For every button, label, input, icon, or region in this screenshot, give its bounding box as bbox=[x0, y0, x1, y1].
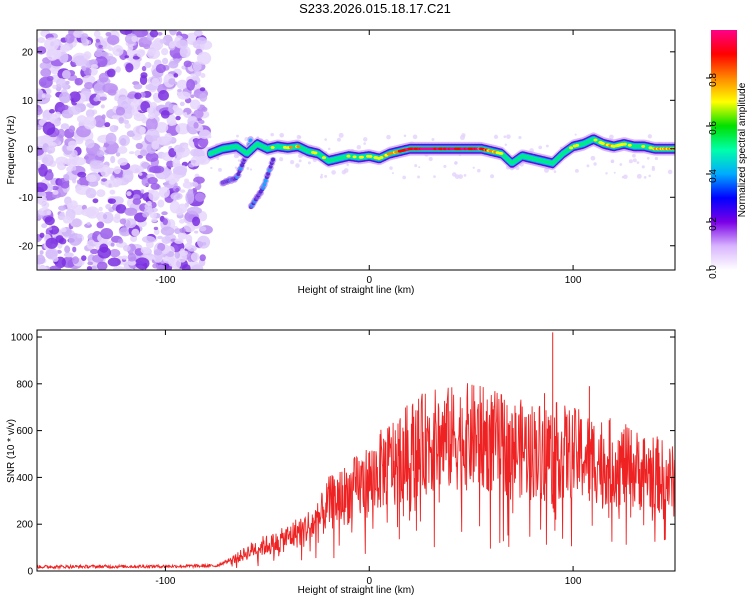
spectrogram-y-tick-label: 20 bbox=[22, 47, 34, 58]
spectrogram-y-axis-label: Frequency (Hz) bbox=[6, 116, 17, 185]
snr-x-axis-label: Height of straight line (km) bbox=[298, 585, 415, 596]
spectrogram-y-tick-label: -10 bbox=[19, 193, 34, 204]
branch-1 bbox=[247, 156, 277, 210]
snr-y-tick-label: 600 bbox=[16, 426, 33, 437]
colorbar-tick-label: 0.8 bbox=[708, 73, 719, 87]
colorbar-ticks: 0.0 0.2 0.4 0.6 0.8 bbox=[706, 73, 719, 279]
snr-y-axis-label: SNR (10 * v/v) bbox=[6, 419, 17, 483]
snr-series-line bbox=[37, 383, 675, 570]
snr-frame bbox=[36, 329, 676, 572]
snr-y-tick-label: 0 bbox=[27, 567, 33, 578]
colorbar: 0.0 0.2 0.4 0.6 0.8 Normalized spectral ampl… bbox=[706, 30, 748, 279]
spectrogram-x-axis-label: Height of straight line (km) bbox=[298, 285, 415, 296]
spectrogram-y-tick-label: 0 bbox=[27, 144, 33, 155]
colorbar-tick-label: 0.0 bbox=[708, 265, 719, 279]
spectrogram-y-tick-label: -20 bbox=[19, 241, 34, 252]
snr-y-tick-label: 1000 bbox=[11, 333, 34, 344]
branch-0 bbox=[219, 136, 254, 187]
spectrogram-x-tick-label: 0 bbox=[366, 275, 372, 286]
snr-x-tick-label: 100 bbox=[565, 576, 582, 587]
snr-x-tick-label: 0 bbox=[366, 576, 372, 587]
spectrogram-frame bbox=[36, 29, 676, 271]
snr-y-tick-label: 400 bbox=[16, 473, 33, 484]
spectrogram-heatmap bbox=[37, 30, 675, 270]
snr-y-tick-label: 800 bbox=[16, 379, 33, 390]
chart-title: S233.2026.015.18.17.C21 bbox=[299, 1, 451, 16]
colorbar-tick-label: 0.2 bbox=[708, 217, 719, 231]
snr-x-tick-label: -100 bbox=[155, 576, 175, 587]
colorbar-tick-label: 0.4 bbox=[708, 169, 719, 183]
ridge bbox=[206, 132, 675, 171]
spectrogram-x-tick-label: 100 bbox=[565, 275, 582, 286]
colorbar-label: Normalized spectral amplitude bbox=[737, 82, 748, 217]
colorbar-gradient bbox=[711, 30, 737, 270]
spectrogram-y-tick-label: 10 bbox=[22, 96, 34, 107]
colorbar-tick-label: 0.6 bbox=[708, 121, 719, 135]
spectrogram-x-tick-label: -100 bbox=[155, 275, 175, 286]
snr-y-tick-label: 200 bbox=[16, 520, 33, 531]
snr-plot-area bbox=[37, 332, 675, 570]
